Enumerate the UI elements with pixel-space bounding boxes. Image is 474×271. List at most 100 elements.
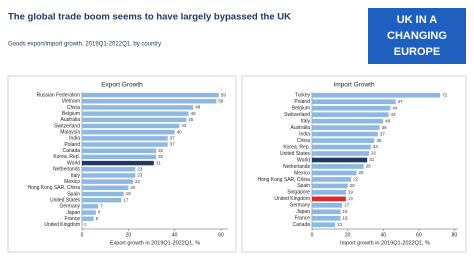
- bar: [312, 138, 375, 143]
- y-tick-label: United States: [280, 151, 311, 157]
- y-tick-label: Germany: [289, 203, 310, 209]
- value-label: 16: [342, 215, 348, 220]
- bar: [312, 203, 343, 208]
- value-label: 72: [442, 92, 448, 97]
- bar: [82, 204, 99, 209]
- value-label: 17: [123, 197, 129, 202]
- x-tick-label: 0: [311, 232, 314, 238]
- value-label: 48: [195, 105, 201, 110]
- bar: [82, 216, 94, 221]
- bar: [312, 209, 341, 215]
- y-tick-label: Australia: [61, 117, 81, 123]
- x-tick-label: 60: [218, 232, 224, 238]
- x-axis-label: Import growth in 2019Q1-2022Q1, %: [340, 240, 430, 246]
- bar: [82, 136, 168, 141]
- value-label: 29: [366, 164, 372, 169]
- y-tick-label: Italy: [301, 118, 311, 124]
- bar: [82, 142, 168, 147]
- y-tick-label: Belgium: [62, 111, 80, 117]
- bar: [82, 191, 124, 197]
- value-label: 46: [191, 111, 197, 116]
- value-label: 31: [156, 160, 162, 165]
- y-tick-label: China: [67, 105, 80, 111]
- y-tick-label: United Kingdom: [44, 222, 80, 228]
- x-tick-label: 80: [452, 232, 458, 238]
- y-tick-label: China: [297, 138, 310, 144]
- y-tick-label: Mexico: [294, 170, 310, 176]
- bar: [312, 125, 380, 130]
- y-tick-label: Netherlands: [53, 167, 80, 173]
- value-label: 7: [100, 204, 103, 209]
- value-label: 22: [353, 177, 359, 182]
- value-label: 25: [359, 170, 365, 175]
- y-tick-label: Korea, Rep.: [283, 144, 310, 150]
- y-tick-label: Korea, Rep.: [53, 154, 80, 160]
- y-tick-label: Canada: [62, 148, 80, 154]
- bar: [82, 197, 122, 203]
- bar: [82, 99, 217, 104]
- y-tick-label: Russian Federation: [37, 92, 81, 98]
- y-tick-label: Australia: [291, 125, 311, 131]
- y-tick-label: France: [294, 216, 310, 222]
- value-label: 42: [181, 123, 187, 128]
- x-tick-label: 60: [416, 232, 422, 238]
- value-label: 31: [369, 157, 375, 162]
- value-label: 32: [158, 154, 164, 159]
- x-tick-label: 0: [81, 232, 84, 238]
- value-label: 33: [373, 144, 379, 149]
- value-label: 20: [350, 183, 356, 188]
- value-label: 44: [392, 105, 398, 110]
- y-tick-label: World: [297, 157, 310, 163]
- bar: [312, 196, 346, 202]
- bar: [312, 190, 346, 195]
- value-label: 43: [391, 112, 397, 117]
- bar: [312, 131, 378, 137]
- y-tick-label: Japan: [66, 210, 80, 216]
- bar: [312, 183, 348, 189]
- bar: [82, 179, 133, 184]
- y-tick-label: Switzerland: [54, 123, 80, 129]
- value-label: 47: [398, 99, 404, 104]
- bar: [312, 151, 369, 156]
- y-tick-label: Spain: [67, 191, 80, 197]
- y-tick-label: India: [69, 136, 80, 142]
- y-tick-label: Poland: [64, 142, 80, 148]
- x-tick-label: 20: [345, 232, 351, 238]
- y-tick-label: United Kingdom: [274, 196, 310, 202]
- y-tick-label: Switzerland: [284, 112, 310, 118]
- x-tick-label: 20: [126, 232, 132, 238]
- value-label: 37: [170, 136, 176, 141]
- bar: [312, 170, 357, 176]
- x-tick-label: 40: [380, 232, 386, 238]
- bar: [82, 167, 136, 172]
- panel: [241, 75, 467, 253]
- y-tick-label: France: [64, 216, 80, 222]
- bar: [82, 160, 154, 166]
- value-label: 45: [188, 117, 194, 122]
- bar: [312, 222, 336, 228]
- value-label: 37: [380, 131, 386, 136]
- chart-title: Export Growth: [101, 82, 143, 89]
- value-label: 40: [177, 129, 183, 134]
- y-tick-label: Germany: [59, 204, 80, 210]
- value-label: 22: [135, 179, 141, 184]
- bar: [312, 92, 441, 98]
- value-label: 37: [170, 142, 176, 147]
- bar: [82, 173, 136, 178]
- bar: [312, 215, 341, 221]
- bar: [82, 185, 129, 191]
- value-label: 19: [348, 190, 354, 195]
- slide-subtitle: Goods export/import growth, 2019Q1-2022Q…: [8, 42, 161, 48]
- value-label: 23: [137, 173, 143, 178]
- y-tick-label: World: [67, 160, 80, 166]
- y-tick-label: Hong Kong SAR, China: [27, 185, 80, 191]
- value-label: 17: [344, 203, 350, 208]
- y-tick-label: India: [299, 131, 310, 137]
- bar: [82, 210, 96, 215]
- value-label: 19: [348, 196, 354, 201]
- y-tick-label: Belgium: [292, 106, 310, 112]
- value-label: 20: [130, 185, 136, 190]
- y-tick-label: United States: [50, 198, 81, 204]
- bar: [312, 164, 364, 169]
